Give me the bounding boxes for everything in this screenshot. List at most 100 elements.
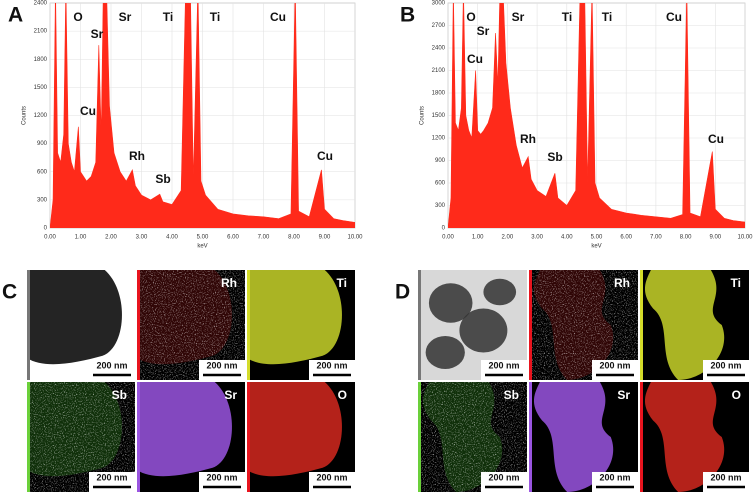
- tem-particle: [459, 308, 508, 353]
- y-axis-label: Counts: [22, 106, 28, 125]
- map-tile: O 200 nm: [640, 382, 749, 492]
- x-tick-label: 2.00: [502, 235, 514, 241]
- color-bar: [247, 270, 250, 380]
- y-tick-label: 2700: [432, 23, 446, 29]
- scale-bar-label: 200 nm: [488, 472, 519, 482]
- peak-label: Ti: [562, 10, 572, 24]
- tile-shape: [137, 382, 232, 477]
- x-tick-label: 2.00: [105, 235, 117, 241]
- panel-letter: A: [8, 4, 23, 27]
- y-tick-label: 2100: [34, 29, 48, 35]
- peak-label: Cu: [467, 52, 483, 66]
- scale-bar-label: 200 nm: [599, 360, 630, 370]
- y-tick-label: 1200: [432, 136, 446, 142]
- tem-particle: [428, 283, 473, 323]
- map-tile: 200 nm: [27, 270, 135, 380]
- x-tick-label: 5.00: [197, 235, 209, 241]
- color-bar: [640, 270, 643, 380]
- peak-label: Ti: [163, 10, 173, 24]
- y-tick-label: 900: [37, 141, 48, 147]
- scale-bar-label: 200 nm: [96, 472, 127, 482]
- spectrum-chart: 0 300 600 900 1200 1500 1800 2100 2400 0.00 1.00 2.…: [8, 1, 363, 250]
- tile-shape: [644, 270, 725, 380]
- color-bar: [27, 270, 30, 380]
- y-tick-label: 0: [44, 226, 48, 232]
- x-tick-label: 9.00: [709, 235, 721, 241]
- tile-shape: [247, 270, 342, 365]
- y-tick-label: 1800: [34, 57, 48, 63]
- peak-label: Sb: [155, 172, 170, 186]
- map-tile: Sb 200 nm: [27, 382, 135, 492]
- x-tick-label: 8.00: [680, 235, 692, 241]
- peak-label: Rh: [520, 132, 536, 146]
- map-tile: 200 nm: [418, 270, 527, 380]
- spectrum-chart: 0 300 600 900 1200 1500 1800 2100 2400 2700 3000 0.…: [400, 1, 753, 250]
- tile-shape: [27, 270, 122, 365]
- peak-label: Sr: [512, 10, 525, 24]
- color-bar: [247, 382, 250, 492]
- peak-label: Cu: [666, 10, 682, 24]
- x-tick-label: 1.00: [472, 235, 484, 241]
- x-tick-label: 0.00: [44, 235, 56, 241]
- x-tick-label: 3.00: [531, 235, 543, 241]
- y-tick-label: 0: [442, 226, 446, 232]
- x-tick-label: 0.00: [442, 235, 454, 241]
- spectrum-area: [50, 3, 355, 228]
- peak-label: Ti: [210, 10, 220, 24]
- x-tick-label: 4.00: [166, 235, 178, 241]
- color-bar: [27, 382, 30, 492]
- tile-shape: [644, 382, 725, 492]
- peak-label: Cu: [270, 10, 286, 24]
- y-tick-label: 2100: [432, 68, 446, 74]
- element-label: Rh: [221, 276, 237, 290]
- color-bar: [137, 270, 140, 380]
- scale-bar-label: 200 nm: [206, 472, 237, 482]
- x-axis-label: keV: [591, 244, 601, 250]
- spectrum-area: [448, 3, 745, 228]
- tile-shape: [247, 382, 342, 477]
- panel-letter: B: [400, 4, 415, 27]
- element-label: Ti: [731, 276, 741, 290]
- peak-label: Cu: [317, 149, 333, 163]
- map-tile: O 200 nm: [247, 382, 355, 492]
- map-tile: Sb 200 nm: [418, 382, 527, 492]
- element-label: Sb: [504, 388, 519, 402]
- peak-label: Rh: [129, 149, 145, 163]
- scale-bar-label: 200 nm: [206, 360, 237, 370]
- peak-label: Cu: [80, 104, 96, 118]
- y-tick-label: 1500: [34, 85, 48, 91]
- element-label: Sb: [112, 388, 127, 402]
- x-tick-label: 10.00: [737, 235, 753, 241]
- y-tick-label: 1200: [34, 113, 48, 119]
- y-tick-label: 2400: [34, 1, 48, 7]
- element-label: Sr: [617, 388, 630, 402]
- map-tile: Rh 200 nm: [137, 270, 245, 380]
- scale-bar-label: 200 nm: [488, 360, 519, 370]
- scale-bar-label: 200 nm: [96, 360, 127, 370]
- x-tick-label: 7.00: [258, 235, 270, 241]
- x-tick-label: 1.00: [75, 235, 87, 241]
- y-tick-label: 1500: [432, 113, 446, 119]
- element-label: Sr: [224, 388, 237, 402]
- map-tile: Sr 200 nm: [137, 382, 245, 492]
- peak-label: Sr: [119, 10, 132, 24]
- peak-label: Sb: [547, 150, 562, 164]
- element-label: O: [732, 388, 741, 402]
- x-tick-label: 6.00: [620, 235, 632, 241]
- color-bar: [640, 382, 643, 492]
- x-tick-label: 8.00: [288, 235, 300, 241]
- panel-letter: D: [395, 281, 410, 304]
- y-tick-label: 900: [435, 158, 446, 164]
- map-tile: Sr 200 nm: [529, 382, 638, 492]
- peak-label: Sr: [477, 24, 490, 38]
- element-label: Rh: [614, 276, 630, 290]
- y-tick-label: 600: [37, 169, 48, 175]
- scale-bar-label: 200 nm: [316, 360, 347, 370]
- y-tick-label: 300: [37, 197, 48, 203]
- x-tick-label: 7.00: [650, 235, 662, 241]
- peak-label: Ti: [602, 10, 612, 24]
- color-bar: [529, 382, 532, 492]
- scale-bar-label: 200 nm: [599, 472, 630, 482]
- y-axis-label: Counts: [420, 106, 426, 125]
- peak-label: Cu: [708, 132, 724, 146]
